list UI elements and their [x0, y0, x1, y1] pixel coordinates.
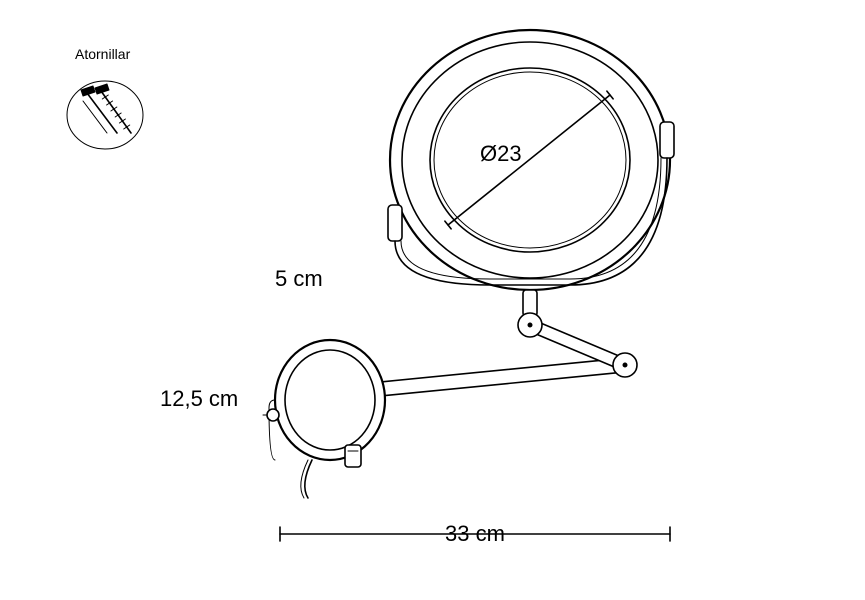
technical-drawing — [0, 0, 865, 600]
arm-height-label: 5 cm — [275, 266, 323, 292]
total-width-label: 33 cm — [445, 521, 505, 547]
atornillar-label: Atornillar — [75, 46, 130, 62]
base-height-label: 12,5 cm — [160, 386, 238, 412]
diameter-label: Ø23 — [480, 141, 522, 167]
